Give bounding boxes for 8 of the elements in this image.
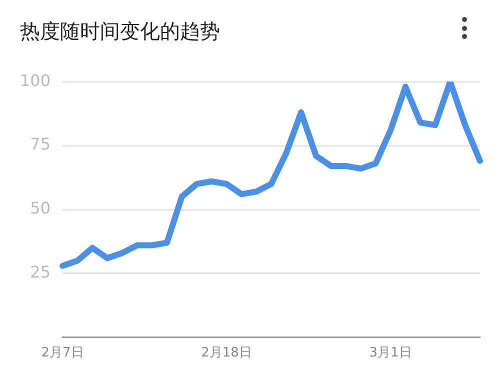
x-tick-label: 2月18日 xyxy=(201,346,252,361)
chart-title: 热度随时间变化的趋势 xyxy=(20,18,220,45)
y-tick-label: 75 xyxy=(30,134,51,154)
x-tick-label: 3月1日 xyxy=(369,346,412,361)
y-tick-label: 50 xyxy=(30,198,51,218)
x-tick-label: 2月7日 xyxy=(41,346,84,361)
y-tick-label: 100 xyxy=(20,70,51,90)
y-tick-label: 25 xyxy=(30,262,51,282)
